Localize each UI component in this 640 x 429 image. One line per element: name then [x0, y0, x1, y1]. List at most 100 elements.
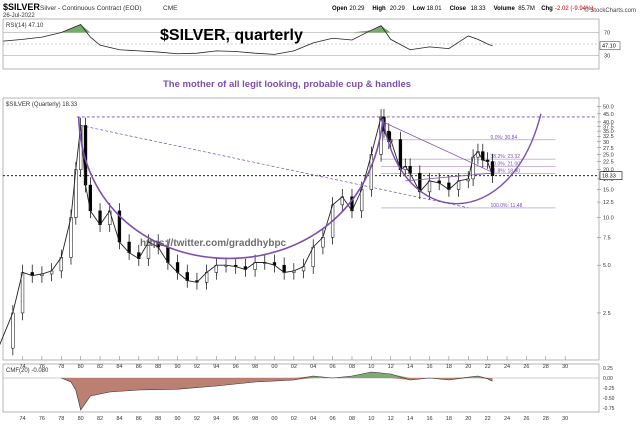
cmf-line [61, 371, 493, 411]
cmf-tick-label: 0.25 [603, 366, 613, 372]
header-symbol: $SILVER [3, 2, 40, 12]
rsi-tick-label: 30 [604, 54, 610, 60]
x-tick-label-bottom: 30 [562, 416, 568, 422]
header-name: Silver - Continuous Contract (EOD) [40, 5, 142, 12]
x-tick-label: 76 [39, 364, 45, 370]
price-plot: 2.55.07.510.012.515.017.520.022.525.027.… [0, 105, 623, 356]
price-close-line [0, 116, 493, 346]
x-tick-label: 80 [78, 364, 84, 370]
x-tick-label: 02 [291, 364, 297, 370]
x-tick-label: 10 [368, 364, 374, 370]
x-tick-label-bottom: 76 [39, 416, 45, 422]
x-tick-label: 08 [349, 364, 355, 370]
fib-label: 50.0%: 21.00 [491, 161, 521, 167]
fib-label: 61.8%: 18.90 [491, 169, 521, 175]
header-date: 26-Jul-2022 [3, 13, 35, 19]
price-tick-label: 30 [603, 140, 609, 146]
x-tick-label-bottom: 74 [19, 416, 25, 422]
x-tick-label: 82 [97, 364, 103, 370]
price-tick-label: 7.5 [603, 235, 611, 241]
x-tick-label: 74 [19, 364, 25, 370]
stat-label: High [372, 6, 386, 12]
x-tick-label-bottom: 86 [136, 416, 142, 422]
cmf-tick-label: -0.25 [603, 386, 615, 392]
x-tick-label: 18 [446, 364, 452, 370]
price-tick-label: 22.5 [603, 160, 614, 166]
rsi-value-box [599, 41, 621, 50]
x-tick-label-bottom: 10 [368, 416, 374, 422]
x-tick-label: 88 [155, 364, 161, 370]
x-tick-label-bottom: 12 [388, 416, 394, 422]
price-tick-label: 27.5 [603, 146, 614, 152]
x-tick-label-bottom: 88 [155, 416, 161, 422]
x-tick-label-bottom: 82 [97, 416, 103, 422]
cmf-plot: 0.25 0.00 -0.25 -0.50 -0.75 [3, 366, 615, 412]
x-tick-label-bottom: 80 [78, 416, 84, 422]
x-tick-label: 96 [233, 364, 239, 370]
x-tick-label-bottom: 14 [407, 416, 413, 422]
x-tick-label-bottom: 08 [349, 416, 355, 422]
stat-label: Open [332, 6, 348, 12]
price-tick-label: 45.0 [603, 112, 614, 118]
rsi-plot: 30507047.10 [3, 23, 621, 60]
rsi-tick-label: 70 [604, 31, 610, 37]
subtitle: The mother of all legit looking, probabl… [163, 79, 411, 90]
x-tick-label: 20 [465, 364, 471, 370]
x-tick-label: 22 [485, 364, 491, 370]
candle-body [311, 246, 315, 267]
attribution: © StockCharts.com [584, 7, 636, 14]
price-tick-label: 5.0 [603, 263, 611, 269]
x-tick-label-bottom: 04 [310, 416, 316, 422]
x-tick-label: 00 [271, 364, 277, 370]
cmf-negative-fill [61, 378, 493, 410]
price-tick-label: 35.0 [603, 129, 614, 135]
fib-label: 100.0%: 11.48 [491, 203, 523, 209]
x-tick-label: 30 [562, 364, 568, 370]
handle-arc [382, 113, 542, 205]
price-value-label: 18.33 [602, 174, 616, 180]
header-exchange: CME [163, 5, 178, 12]
x-tick-label: 24 [504, 364, 510, 370]
x-tick-label: 90 [175, 364, 181, 370]
stat-value: 20.29 [349, 6, 365, 12]
x-tick-label: 94 [213, 364, 219, 370]
x-tick-label: 84 [116, 364, 122, 370]
fib-label: 0.0%: 30.84 [491, 135, 518, 141]
header-stats: Open 20.29 High 20.29 Low 18.01 Close 18.33 Volu… [332, 6, 593, 12]
stat-value: 85.7M [518, 6, 535, 12]
x-tick-label-bottom: 84 [116, 416, 122, 422]
rsi-line [3, 23, 493, 55]
x-tick-label-bottom: 20 [465, 416, 471, 422]
x-tick-label-bottom: 28 [543, 416, 549, 422]
stat-label: Volume [494, 6, 516, 12]
x-axis: 74 74 76 76 78 78 80 80 82 82 84 84 86 86 88 88 90 90 92 92… [19, 356, 568, 422]
stat-value: 18.33 [471, 6, 487, 12]
price-value-box [599, 171, 623, 180]
x-tick-label: 98 [252, 364, 258, 370]
trend-line [80, 125, 469, 209]
candle-body [11, 312, 15, 349]
stat-label: Close [450, 6, 467, 12]
x-tick-label: 04 [310, 364, 316, 370]
wedge-lower [405, 172, 491, 182]
stat-label: Low [413, 6, 425, 12]
price-tick-label: 12.5 [603, 200, 614, 206]
cmf-tick-label: -0.50 [603, 396, 615, 402]
stat-value: 18.01 [427, 6, 443, 12]
price-tick-label: 25.0 [603, 152, 614, 158]
x-tick-label: 12 [388, 364, 394, 370]
big-title: $SILVER, quarterly [160, 27, 303, 44]
x-tick-label-bottom: 24 [504, 416, 510, 422]
x-tick-label: 26 [523, 364, 529, 370]
rsi-value-label: 47.10 [602, 44, 616, 50]
x-tick-label: 86 [136, 364, 142, 370]
x-tick-label: 78 [58, 364, 64, 370]
price-tick-label: 15.0 [603, 188, 614, 194]
price-tick-label: 20.0 [603, 168, 614, 174]
fib-label: 38.2%: 23.32 [491, 154, 521, 160]
stat-value: 20.29 [390, 6, 406, 12]
cmf-legend: CMF(20) -0.080 [6, 368, 49, 374]
x-tick-label-bottom: 18 [446, 416, 452, 422]
x-tick-label-bottom: 00 [271, 416, 277, 422]
